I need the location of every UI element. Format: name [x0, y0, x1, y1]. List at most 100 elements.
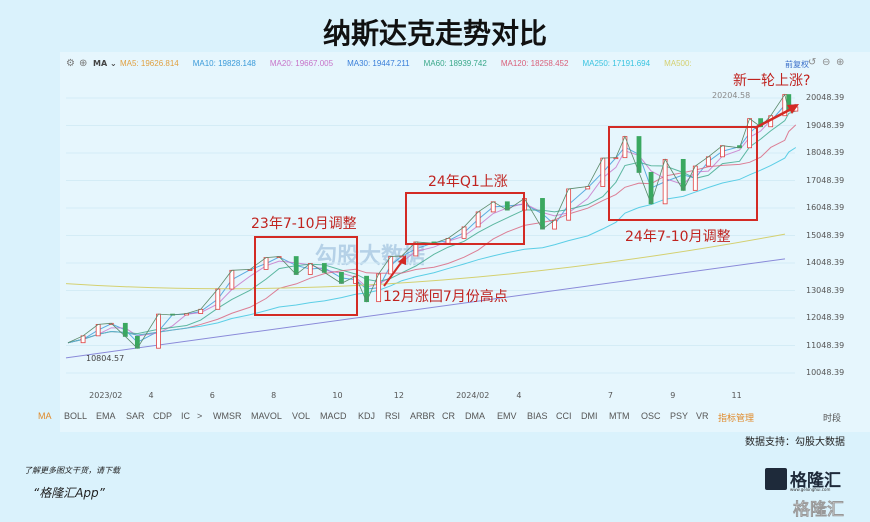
candle [566, 188, 572, 221]
high-label: 20204.58 [712, 91, 751, 100]
ma-select[interactable]: MA ⌄ [93, 59, 117, 68]
x-tick-label: 12 [393, 391, 404, 400]
indicator-tab[interactable]: MAVOL [251, 411, 282, 421]
annotation-label: 23年7-10月调整 [251, 216, 357, 232]
indicator-tab[interactable]: MTM [609, 411, 630, 421]
page-title: 纳斯达克走势对比 [322, 17, 547, 50]
ma-legend-item[interactable]: MA500: [664, 59, 692, 68]
settings-icon[interactable]: ⚙ [66, 58, 75, 69]
indicator-tab[interactable]: MACD [320, 411, 347, 421]
y-tick-label: 12048.39 [806, 313, 845, 322]
indicator-tab[interactable]: CDP [153, 411, 173, 421]
y-tick-label: 13048.39 [806, 285, 845, 295]
undo-icon[interactable]: ↺ [808, 57, 817, 68]
annotation-label: 24年Q1上涨 [428, 174, 508, 190]
ma-label: MA500: [664, 59, 692, 68]
ma-legend-item[interactable]: MA250: 17191.694 [582, 59, 650, 68]
indicator-tab[interactable]: BOLL [64, 411, 88, 421]
low-label: 10804.57 [86, 354, 125, 363]
indicator-tab[interactable]: EMV [497, 411, 517, 421]
annotation-box-2024-adjustment [608, 126, 758, 221]
logo-url: www.gelonghui.com [790, 487, 831, 492]
y-tick-label: 17048.39 [806, 175, 845, 185]
indicator-tab[interactable]: > [197, 411, 203, 421]
ma-line [67, 147, 797, 344]
ma-value: 18258.452 [528, 59, 569, 68]
ma-label: MA60: [423, 59, 447, 68]
indicator-tab[interactable]: VOL [292, 411, 311, 421]
footer-app: “格隆汇App” [33, 486, 105, 500]
watermark: 勾股大数据 [315, 244, 426, 269]
ma-legend-item[interactable]: MA20: 19667.005 [270, 59, 333, 68]
ma-value: 19626.814 [138, 59, 179, 68]
chart-panel [60, 52, 870, 432]
arrowhead [787, 104, 799, 114]
y-tick-label: 11048.39 [806, 340, 845, 350]
footer-promo: 了解更多图文干货，请下载 [24, 466, 120, 475]
indicator-tab[interactable]: CR [442, 411, 455, 421]
ma-value: 19447.211 [370, 59, 410, 68]
x-tick-label: 2023/02 [89, 391, 123, 400]
x-tick-label: 4 [148, 391, 154, 400]
x-tick-label: 4 [516, 391, 522, 400]
arrow [754, 106, 794, 130]
arrowhead [398, 255, 406, 265]
indicator-tab[interactable]: MA [38, 411, 52, 421]
candle [229, 269, 235, 290]
ma-legend-item[interactable]: MA30: 19447.211 [347, 59, 410, 68]
ma-label: MA250: [582, 59, 611, 68]
logo-text: 格隆汇 [790, 471, 841, 491]
indicator-tab[interactable]: ARBR [410, 411, 436, 421]
indicator-tab[interactable]: DMI [581, 411, 598, 421]
indicator-tab[interactable]: 指标管理 [718, 413, 755, 423]
candle [95, 323, 101, 337]
ma-label: MA20: [269, 59, 294, 68]
indicator-tab[interactable]: DMA [465, 411, 485, 421]
ma-legend-item[interactable]: MA120: 18258.452 [501, 59, 569, 68]
indicator-tab[interactable]: OSC [641, 411, 661, 421]
indicator-tab[interactable]: PSY [670, 411, 689, 421]
candle [215, 288, 221, 310]
y-tick-label: 10048.39 [806, 368, 845, 377]
data-source: 数据支持：勾股大数据 [745, 437, 845, 448]
ma-value: 19667.005 [293, 59, 334, 68]
indicator-tab[interactable]: 时段 [823, 413, 842, 423]
indicator-tab[interactable]: VR [696, 411, 709, 421]
ma-value: 19828.148 [215, 59, 256, 68]
logo-watermark: 格隆汇 [793, 495, 845, 521]
indicator-tab[interactable]: SAR [126, 411, 145, 421]
ma-legend: MA5: 19626.814 MA10: 19828.148 MA20: 19667… [120, 59, 692, 68]
arrow [383, 259, 404, 287]
annotation-label: 24年7-10月调整 [625, 229, 731, 245]
price-line [67, 93, 797, 349]
candle [156, 313, 161, 349]
add-icon[interactable]: ⊕ [79, 58, 88, 69]
y-tick-label: 19048.39 [806, 120, 845, 130]
ma-legend-item[interactable]: MA5: 19626.814 [120, 59, 179, 68]
ma-legend-item[interactable]: MA60: 18939.742 [424, 59, 487, 68]
indicator-tab[interactable]: RSI [385, 411, 401, 421]
indicator-tab[interactable]: CCI [556, 411, 572, 421]
x-tick-label: 6 [209, 391, 215, 400]
indicator-tab[interactable]: WMSR [213, 411, 242, 421]
x-tick-label: 2024/02 [456, 391, 490, 400]
annotation-box-2024-q1 [405, 192, 525, 245]
ma-select-label: MA [93, 59, 108, 68]
zoom-out-icon[interactable]: ⊖ [822, 57, 831, 68]
ma-legend-item[interactable]: MA10: 19828.148 [193, 59, 256, 68]
logo-icon [765, 468, 787, 490]
ma-value: 18939.742 [446, 59, 487, 68]
indicator-tab[interactable]: BIAS [527, 411, 548, 421]
adjust-button[interactable]: 前复权 [785, 60, 809, 69]
ma-line [67, 124, 797, 344]
indicator-tab[interactable]: KDJ [358, 411, 376, 421]
annotation-box-2023-adjustment [254, 236, 358, 316]
ma500-line [65, 233, 786, 290]
logo-watermark-text: 格隆汇 [793, 500, 845, 521]
ma-line [67, 110, 796, 344]
y-tick-label: 18048.39 [806, 148, 845, 157]
indicator-tab[interactable]: IC [181, 411, 190, 421]
zoom-in-icon[interactable]: ⊕ [836, 57, 845, 68]
indicator-tab[interactable]: EMA [96, 411, 116, 421]
